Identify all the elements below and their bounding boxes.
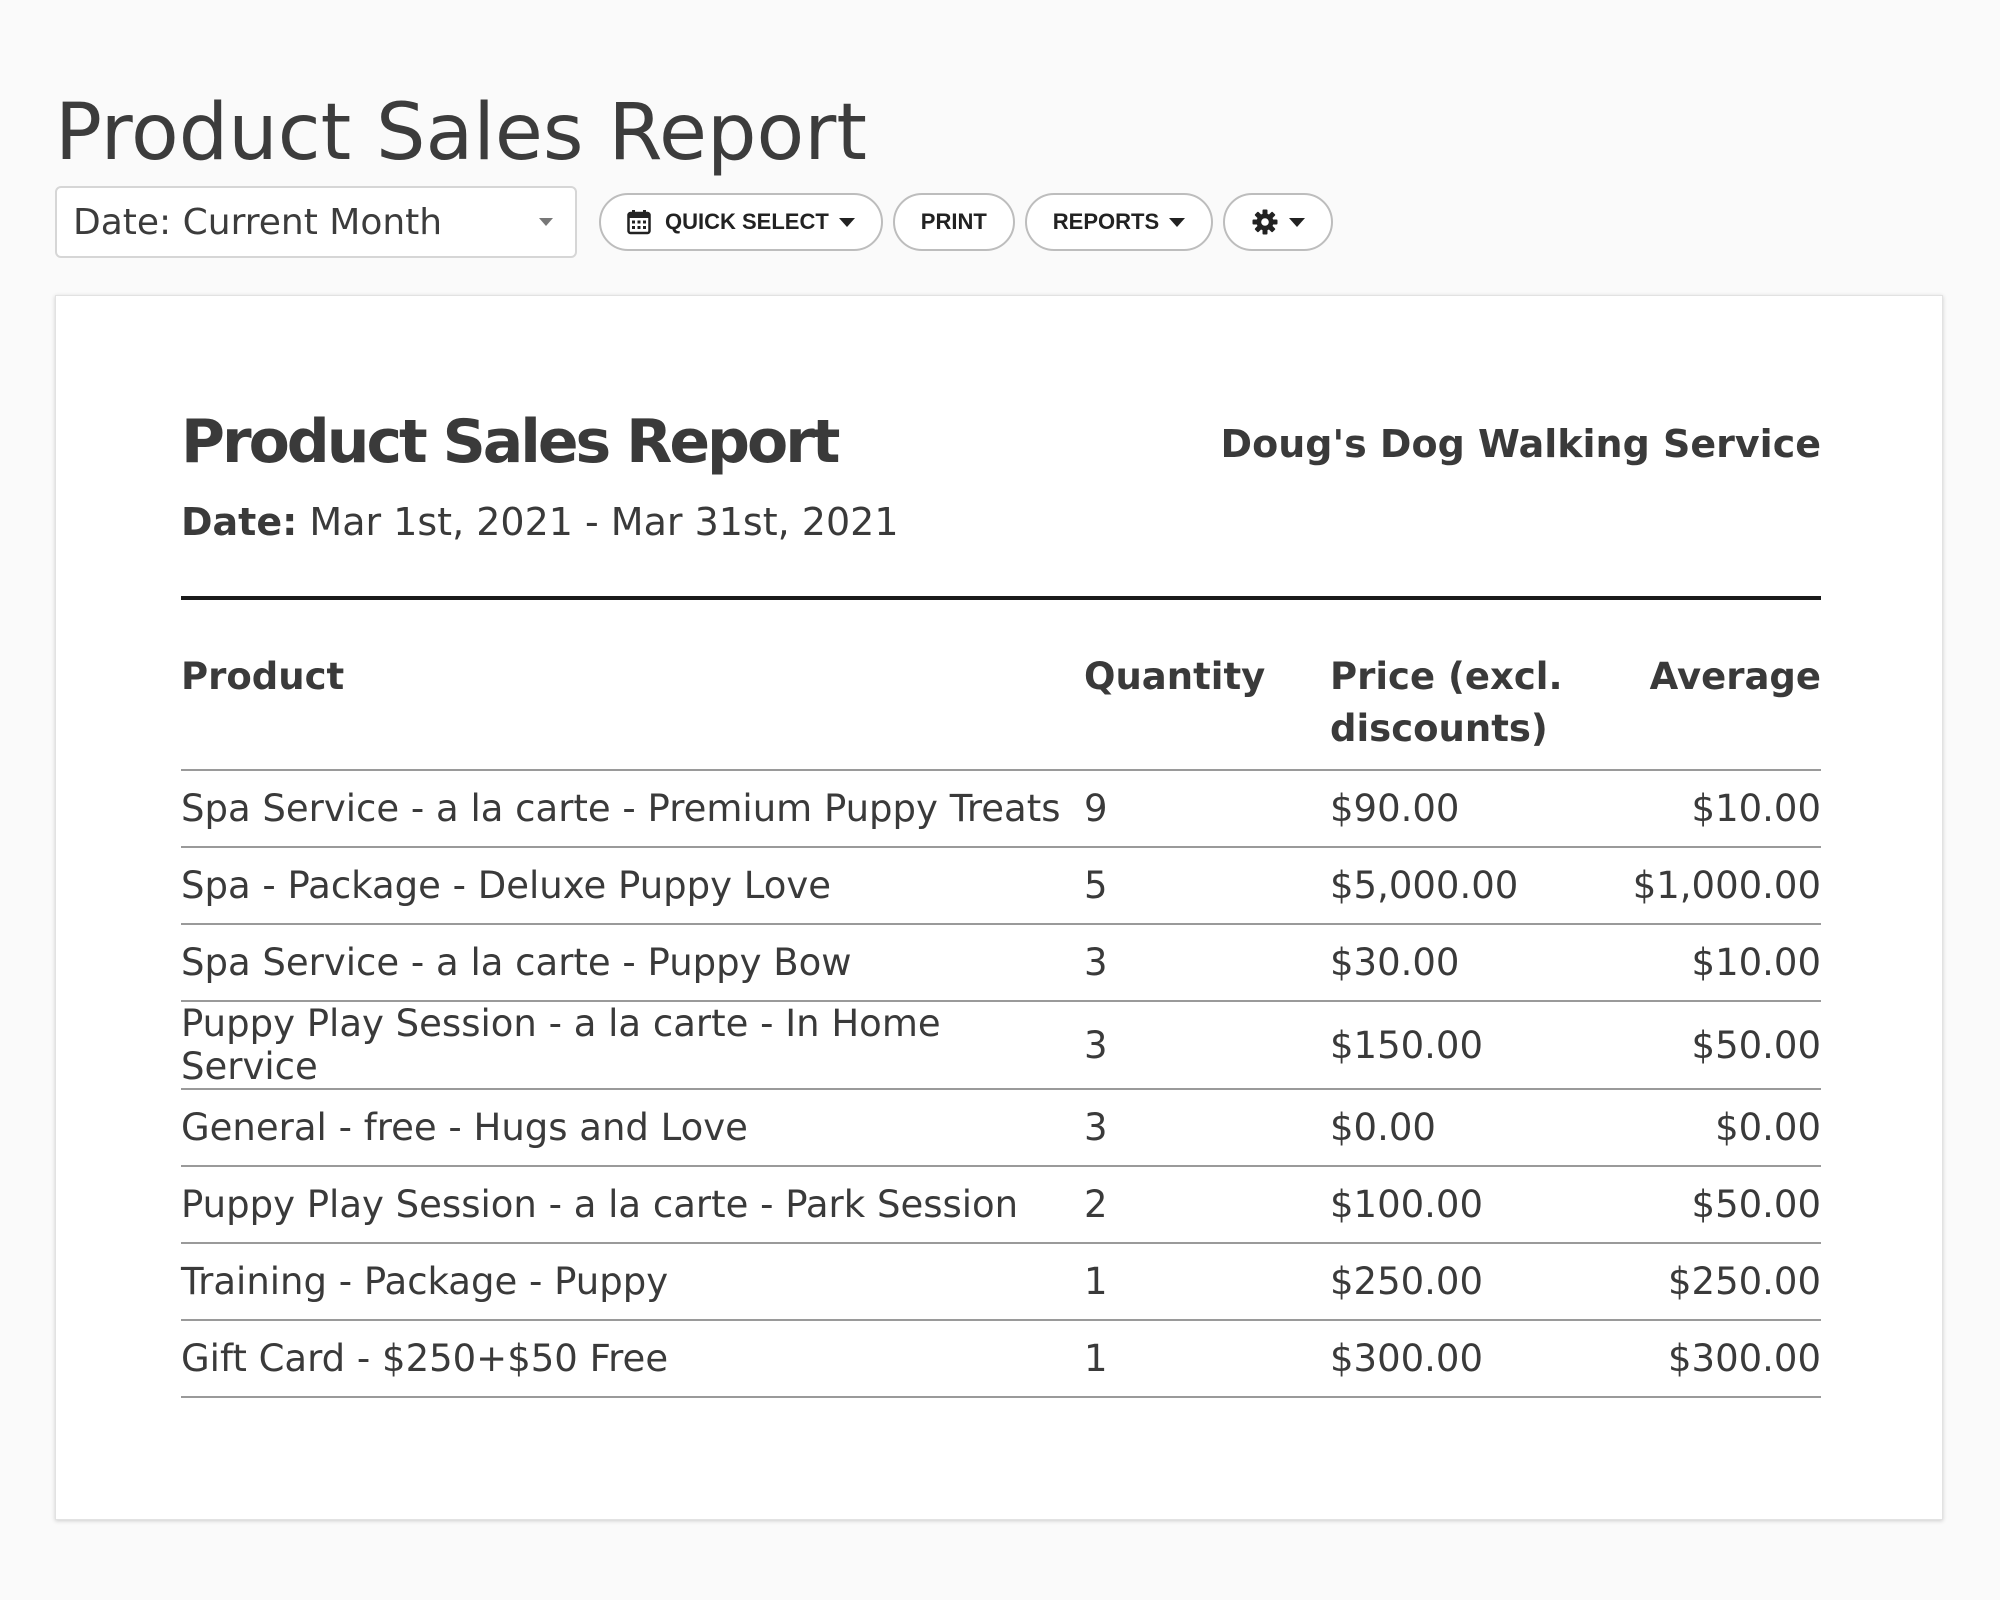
table-row: Puppy Play Session - a la carte - Park S…: [181, 1166, 1821, 1244]
cell-product: Spa Service - a la carte - Premium Puppy…: [181, 770, 1084, 848]
table-row: Training - Package - Puppy 1 $250.00 $25…: [181, 1243, 1821, 1321]
cell-product: Gift Card - $250+$50 Free: [181, 1320, 1084, 1398]
company-name: Doug's Dog Walking Service: [1220, 422, 1821, 466]
toolbar: Date: Current Month QUICK SELECT PRINT R…: [55, 186, 1343, 258]
cell-average: $0.00: [1630, 1089, 1821, 1167]
cell-product: Puppy Play Session - a la carte - In Hom…: [181, 1001, 1084, 1090]
caret-down-icon: [838, 217, 855, 227]
page-title: Product Sales Report: [55, 88, 867, 178]
report-title: Product Sales Report: [181, 407, 840, 477]
cell-price: $300.00: [1330, 1320, 1630, 1398]
date-range-select-value: Date: Current Month: [73, 201, 443, 243]
settings-button[interactable]: [1223, 193, 1334, 251]
cell-price: $5,000.00: [1330, 847, 1630, 925]
cell-average: $50.00: [1630, 1001, 1821, 1090]
cell-quantity: 3: [1084, 1001, 1330, 1090]
table-row: Spa - Package - Deluxe Puppy Love 5 $5,0…: [181, 847, 1821, 925]
cell-quantity: 2: [1084, 1166, 1330, 1244]
column-header-average: Average: [1630, 651, 1821, 771]
report-header: Product Sales Report Date: Mar 1st, 2021…: [181, 412, 1821, 597]
table-header-row: Product Quantity Price (excl. discounts)…: [181, 651, 1821, 771]
gear-icon: [1251, 208, 1279, 236]
date-range-select[interactable]: Date: Current Month: [55, 186, 577, 258]
cell-price: $90.00: [1330, 770, 1630, 848]
report-card: Product Sales Report Date: Mar 1st, 2021…: [55, 295, 1943, 1520]
table-row: Spa Service - a la carte - Premium Puppy…: [181, 770, 1821, 848]
cell-average: $10.00: [1630, 924, 1821, 1002]
cell-price: $250.00: [1330, 1243, 1630, 1321]
print-label: PRINT: [920, 209, 987, 234]
cell-price: $30.00: [1330, 924, 1630, 1002]
cell-price: $100.00: [1330, 1166, 1630, 1244]
cell-average: $10.00: [1630, 770, 1821, 848]
cell-quantity: 3: [1084, 1089, 1330, 1167]
column-header-price: Price (excl. discounts): [1330, 651, 1630, 771]
reports-button[interactable]: REPORTS: [1024, 193, 1214, 251]
caret-down-icon: [1289, 217, 1306, 227]
cell-average: $300.00: [1630, 1320, 1821, 1398]
cell-quantity: 5: [1084, 847, 1330, 925]
cell-quantity: 9: [1084, 770, 1330, 848]
chevron-down-icon: [539, 218, 553, 226]
column-header-quantity: Quantity: [1084, 651, 1330, 771]
cell-average: $50.00: [1630, 1166, 1821, 1244]
cell-average: $250.00: [1630, 1243, 1821, 1321]
cell-price: $150.00: [1330, 1001, 1630, 1090]
report-date-label: Date:: [181, 500, 298, 544]
divider: [181, 596, 1821, 600]
calendar-icon: [627, 209, 651, 235]
cell-average: $1,000.00: [1630, 847, 1821, 925]
quick-select-button[interactable]: QUICK SELECT: [599, 193, 883, 251]
print-button[interactable]: PRINT: [892, 193, 1015, 251]
reports-label: REPORTS: [1052, 209, 1160, 234]
quick-select-label: QUICK SELECT: [665, 209, 829, 234]
cell-product: Spa Service - a la carte - Puppy Bow: [181, 924, 1084, 1002]
table-row: Gift Card - $250+$50 Free 1 $300.00 $300…: [181, 1320, 1821, 1398]
column-header-product: Product: [181, 651, 1084, 771]
cell-product: Puppy Play Session - a la carte - Park S…: [181, 1166, 1084, 1244]
cell-price: $0.00: [1330, 1089, 1630, 1167]
table-row: General - free - Hugs and Love 3 $0.00 $…: [181, 1089, 1821, 1167]
sales-table: Product Quantity Price (excl. discounts)…: [181, 651, 1821, 1398]
cell-quantity: 1: [1084, 1320, 1330, 1398]
cell-product: Training - Package - Puppy: [181, 1243, 1084, 1321]
cell-quantity: 3: [1084, 924, 1330, 1002]
report-date: Date: Mar 1st, 2021 - Mar 31st, 2021: [181, 500, 1821, 544]
report-date-value: Mar 1st, 2021 - Mar 31st, 2021: [309, 500, 899, 544]
cell-quantity: 1: [1084, 1243, 1330, 1321]
table-row: Spa Service - a la carte - Puppy Bow 3 $…: [181, 924, 1821, 1002]
cell-product: General - free - Hugs and Love: [181, 1089, 1084, 1167]
caret-down-icon: [1169, 217, 1186, 227]
table-row: Puppy Play Session - a la carte - In Hom…: [181, 1001, 1821, 1090]
cell-product: Spa - Package - Deluxe Puppy Love: [181, 847, 1084, 925]
